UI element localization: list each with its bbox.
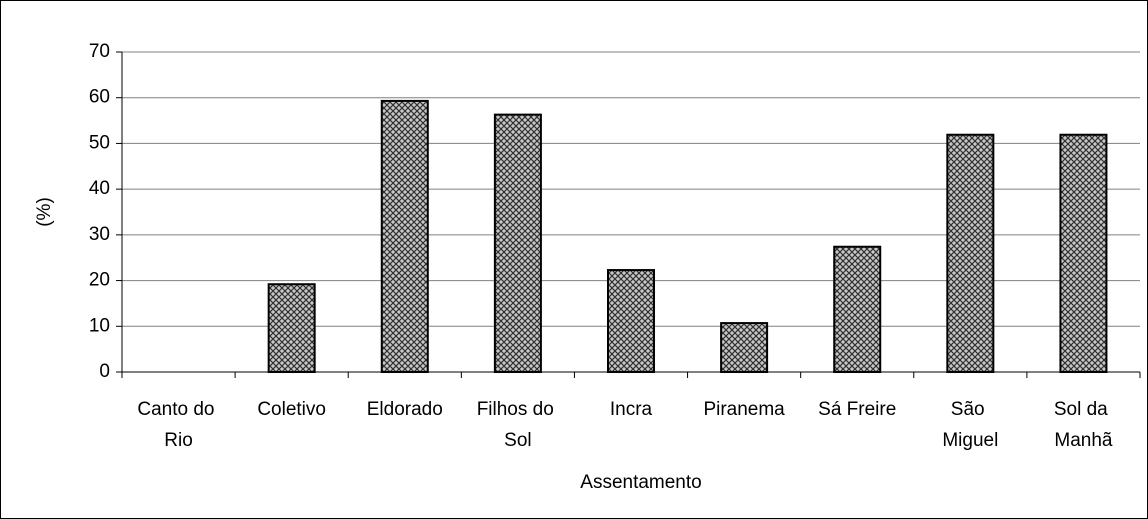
y-tick-label: 70 <box>89 41 110 62</box>
bar <box>833 245 882 373</box>
y-tick-label: 0 <box>99 361 110 382</box>
y-tick-label: 20 <box>89 270 110 291</box>
bar <box>380 99 429 374</box>
bar <box>946 133 995 373</box>
bar <box>720 322 769 374</box>
bar <box>1059 133 1108 373</box>
y-tick-label: 60 <box>89 87 110 108</box>
bar <box>607 269 655 373</box>
x-tick-label: Eldorado <box>367 399 443 420</box>
x-axis-label: Assentamento <box>580 472 701 493</box>
y-tick-label: 10 <box>89 315 110 336</box>
x-tick-label: Filhos do Sol <box>477 399 559 451</box>
x-tick-label: Coletivo <box>257 399 326 420</box>
y-tick-label: 40 <box>89 178 110 199</box>
x-tick-label: Incra <box>610 399 653 420</box>
bar <box>267 283 316 374</box>
y-axis-label: (%) <box>34 197 55 227</box>
y-tick-label: 30 <box>89 224 110 245</box>
x-tick-label: Sá Freire <box>818 399 896 420</box>
x-tick-label: São Miguel <box>942 399 998 451</box>
bar <box>493 113 542 373</box>
x-tick-label: Sol da Manhã <box>1054 399 1113 451</box>
x-tick-label: Canto do Rio <box>137 399 219 451</box>
y-tick-label: 50 <box>89 132 110 153</box>
x-tick-label: Piranema <box>703 399 785 420</box>
